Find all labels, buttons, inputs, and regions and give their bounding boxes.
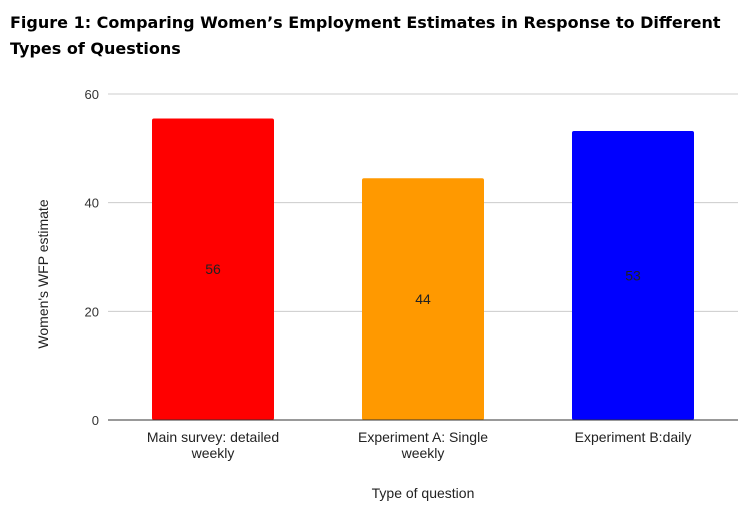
y-tick-label: 0 — [92, 413, 99, 428]
y-tick-label: 60 — [85, 87, 99, 102]
x-tick-label: weekly — [191, 445, 235, 461]
chart-title: Figure 1: Comparing Women’s Employment E… — [10, 13, 721, 58]
data-label: 53 — [625, 267, 641, 283]
x-tick-label: Experiment B:daily — [575, 429, 692, 445]
data-label: 56 — [205, 261, 221, 277]
y-axis-label: Women's WFP estimate — [35, 199, 51, 348]
y-tick-label: 40 — [85, 196, 99, 211]
data-labels: 56 44 53 — [205, 261, 641, 307]
data-label: 44 — [415, 291, 431, 307]
y-axis-ticks: 0 20 40 60 — [85, 87, 99, 428]
x-axis-label: Type of question — [372, 485, 475, 501]
x-tick-label: Main survey: detailed — [147, 429, 279, 445]
x-tick-label: weekly — [401, 445, 445, 461]
y-tick-label: 20 — [85, 304, 99, 319]
bar — [152, 118, 274, 420]
x-tick-label: Experiment A: Single — [358, 429, 488, 445]
bar — [362, 178, 484, 420]
bar — [572, 130, 694, 421]
bars — [152, 118, 694, 421]
